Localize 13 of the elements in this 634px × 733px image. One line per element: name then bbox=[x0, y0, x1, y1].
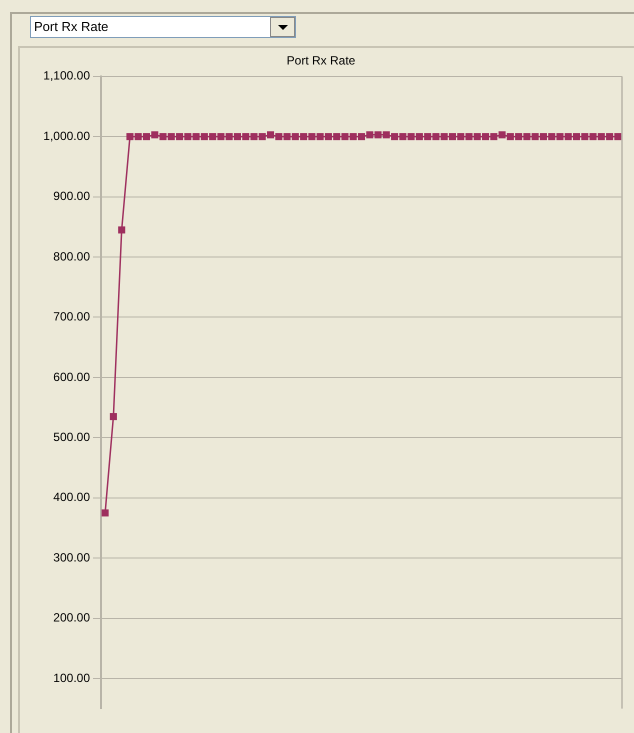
text: Port Rx Rate bbox=[30, 16, 296, 38]
y-tick-label: 1,100.00 bbox=[43, 68, 90, 83]
y-tick-label: 900.00 bbox=[53, 189, 90, 204]
y-tick-label: 800.00 bbox=[53, 249, 90, 264]
chart-title: Port Rx Rate bbox=[286, 54, 356, 68]
y-tick-label: 200.00 bbox=[53, 610, 90, 625]
y-tick-label: 700.00 bbox=[53, 310, 90, 324]
y-tick-label: 1,000.00 bbox=[43, 128, 90, 143]
y-tick-label: 600.00 bbox=[53, 370, 90, 384]
y-tick-label: 400.00 bbox=[53, 490, 90, 504]
y-tick-label: 300.00 bbox=[53, 550, 90, 564]
y-tick-label: 100.00 bbox=[53, 670, 90, 685]
y-tick-label: 500.00 bbox=[53, 430, 90, 444]
